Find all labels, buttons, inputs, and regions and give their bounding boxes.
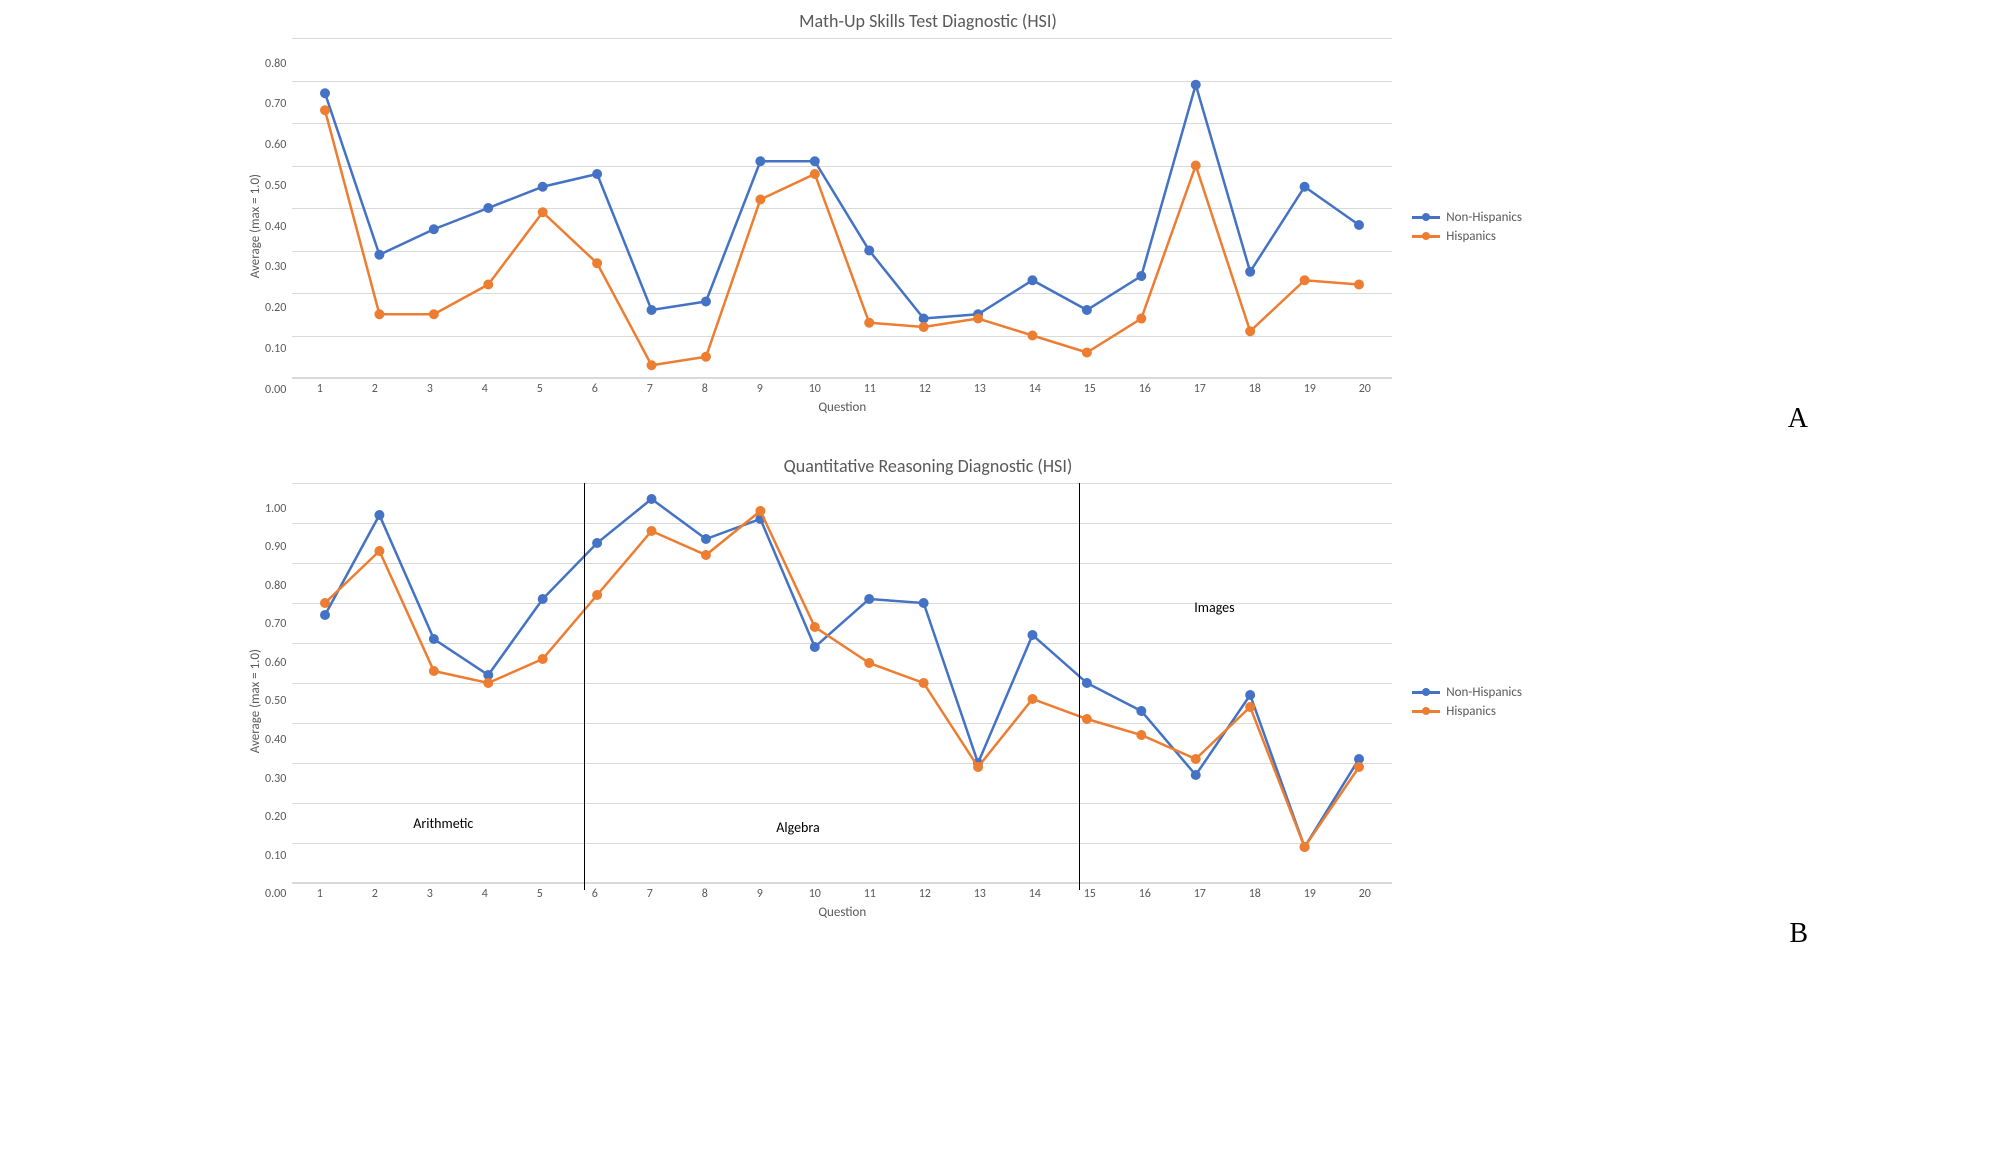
legend-label: Non-Hispanics [1446,685,1522,700]
x-tick-label: 20 [1337,382,1392,396]
x-tick-label: 6 [567,382,622,396]
x-tick-label: 1 [292,887,347,901]
x-tick-label: 3 [402,887,457,901]
figure-container: Math-Up Skills Test Diagnostic (HSI) Ave… [248,10,1748,920]
panel-a: Math-Up Skills Test Diagnostic (HSI) Ave… [248,10,1748,415]
x-tick-label: 7 [622,382,677,396]
section-divider [1079,483,1080,890]
x-tick-label: 8 [677,887,732,901]
panel-a-plot [292,38,1392,378]
x-tick-label: 4 [457,887,512,901]
panel-b-letter: B [1789,918,1808,950]
x-tick-label: 17 [1172,382,1227,396]
y-tick-label: 0.70 [265,97,286,111]
y-tick-label: 0.10 [265,342,286,356]
x-tick-label: 12 [897,887,952,901]
legend-item: Non-Hispanics [1412,210,1522,225]
y-tick-label: 0.50 [265,179,286,193]
x-tick-label: 5 [512,887,567,901]
x-tick-label: 9 [732,382,787,396]
y-tick-label: 0.30 [265,772,286,786]
legend-swatch [1412,691,1440,694]
x-tick-label: 12 [897,382,952,396]
y-tick-label: 0.30 [265,260,286,274]
x-tick-label: 8 [677,382,732,396]
section-label: Images [1194,599,1234,616]
x-tick-label: 9 [732,887,787,901]
x-tick-label: 7 [622,887,677,901]
legend-item: Hispanics [1412,704,1522,719]
panel-b-plot: Arithmetic Algebra Images [292,483,1392,883]
x-tick-label: 19 [1282,382,1337,396]
y-tick-label: 0.20 [265,301,286,315]
x-tick-label: 2 [347,887,402,901]
y-tick-label: 0.40 [265,733,286,747]
section-label: Algebra [776,819,819,836]
legend-label: Non-Hispanics [1446,210,1522,225]
x-tick-label: 19 [1282,887,1337,901]
x-tick-label: 4 [457,382,512,396]
y-tick-label: 0.70 [265,617,286,631]
legend-label: Hispanics [1446,704,1496,719]
x-tick-label: 14 [1007,382,1062,396]
section-divider [584,483,585,890]
x-tick-label: 15 [1062,887,1117,901]
x-tick-label: 18 [1227,887,1282,901]
legend-item: Hispanics [1412,229,1522,244]
x-tick-label: 10 [787,382,842,396]
panel-a-ylabel: Average (max = 1.0) [248,174,263,278]
x-tick-label: 15 [1062,382,1117,396]
x-tick-label: 18 [1227,382,1282,396]
section-label: Arithmetic [413,815,473,832]
x-tick-label: 16 [1117,382,1172,396]
legend-swatch [1412,710,1440,713]
panel-b: Quantitative Reasoning Diagnostic (HSI) … [248,455,1748,920]
panel-a-letter: A [1788,403,1808,435]
panel-a-xlabel: Question [292,400,1392,415]
y-tick-label: 0.60 [265,138,286,152]
x-tick-label: 5 [512,382,567,396]
panel-b-legend: Non-Hispanics Hispanics [1412,681,1522,723]
x-tick-label: 16 [1117,887,1172,901]
panel-b-yticks: 1.00 0.90 0.80 0.70 0.60 0.50 0.40 0.30 0.20 0.10… [265,502,292,902]
panel-b-title: Quantitative Reasoning Diagnostic (HSI) [108,455,1748,477]
panel-a-title: Math-Up Skills Test Diagnostic (HSI) [108,10,1748,32]
y-tick-label: 0.20 [265,810,286,824]
x-tick-label: 11 [842,382,897,396]
legend-swatch [1412,235,1440,238]
y-tick-label: 0.40 [265,220,286,234]
y-tick-label: 0.80 [265,579,286,593]
x-tick-label: 14 [1007,887,1062,901]
y-tick-label: 0.50 [265,694,286,708]
y-tick-label: 0.90 [265,540,286,554]
legend-item: Non-Hispanics [1412,685,1522,700]
x-tick-label: 3 [402,382,457,396]
panel-a-body: Average (max = 1.0) 0.80 0.70 0.60 0.50 0.40… [248,38,1748,415]
x-tick-label: 1 [292,382,347,396]
panel-a-legend: Non-Hispanics Hispanics [1412,206,1522,248]
legend-label: Hispanics [1446,229,1496,244]
panel-a-xticks: 1234567891011121314151617181920 [292,382,1392,396]
y-tick-label: 0.10 [265,849,286,863]
panel-b-body: Average (max = 1.0) 1.00 0.90 0.80 0.70 0.60… [248,483,1748,920]
panel-a-yticks: 0.80 0.70 0.60 0.50 0.40 0.30 0.20 0.10 0.00 [265,57,292,397]
x-tick-label: 6 [567,887,622,901]
y-tick-label: 1.00 [265,502,286,516]
x-tick-label: 10 [787,887,842,901]
x-tick-label: 13 [952,887,1007,901]
x-tick-label: 2 [347,382,402,396]
x-tick-label: 20 [1337,887,1392,901]
legend-swatch [1412,216,1440,219]
panel-b-xticks: 1234567891011121314151617181920 [292,887,1392,901]
x-tick-label: 11 [842,887,897,901]
y-tick-label: 0.00 [265,383,286,397]
x-tick-label: 13 [952,382,1007,396]
panel-b-xlabel: Question [292,905,1392,920]
y-tick-label: 0.00 [265,887,286,901]
y-tick-label: 0.60 [265,656,286,670]
y-tick-label: 0.80 [265,57,286,71]
x-tick-label: 17 [1172,887,1227,901]
panel-b-ylabel: Average (max = 1.0) [248,649,263,753]
